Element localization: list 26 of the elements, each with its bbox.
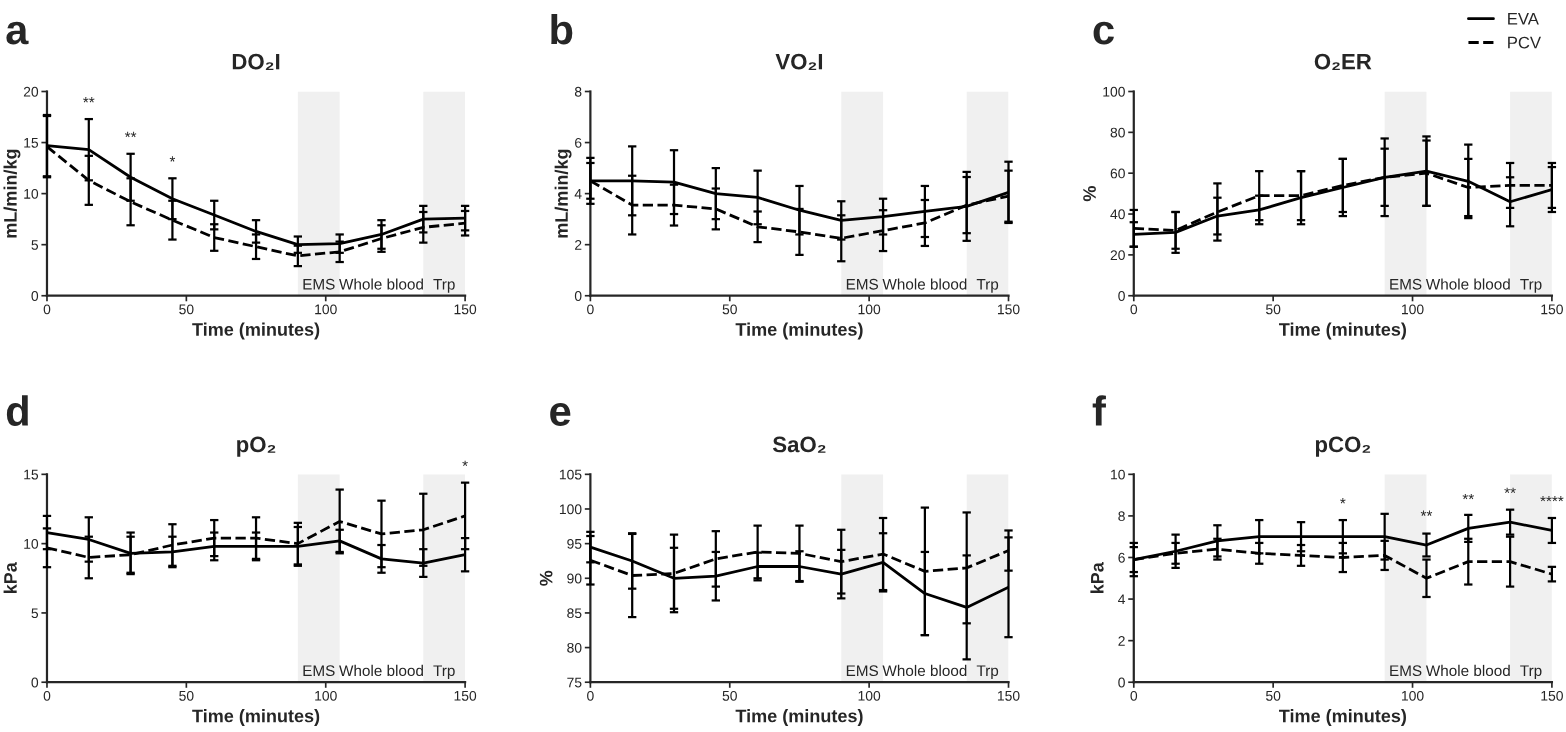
chart-title: DO₂I	[232, 53, 280, 70]
chart-title: VO₂I	[775, 53, 823, 70]
chart-title: pCO₂	[1315, 436, 1371, 457]
chart-title: pO₂	[237, 436, 276, 457]
text: d	[6, 395, 28, 426]
y-axis-title: %	[539, 570, 553, 586]
legend-label: EVA	[1508, 13, 1539, 25]
x-axis-title: Time (minutes)	[1279, 322, 1406, 340]
y-axis-title: kPa	[1090, 562, 1104, 594]
text: a	[6, 21, 29, 45]
x-axis-title: Time (minutes)	[735, 322, 863, 340]
text: f	[1092, 395, 1106, 426]
x-axis-title: Time (minutes)	[1279, 709, 1406, 726]
legend-label: PCV	[1508, 36, 1541, 49]
y-axis-title: %	[1083, 186, 1096, 202]
text: e	[550, 403, 571, 426]
x-axis-title: Time (minutes)	[192, 709, 320, 726]
y-axis-title: mL/min/kg	[554, 149, 572, 238]
x-axis-title: Time (minutes)	[192, 322, 320, 340]
text: b	[551, 13, 573, 45]
y-axis-title: kPa	[3, 562, 17, 594]
text: c	[1093, 21, 1114, 45]
x-axis-title: Time (minutes)	[735, 709, 863, 726]
chart-title: SaO₂	[772, 436, 826, 453]
chart-title: O₂ER	[1314, 53, 1372, 70]
y-axis-title: mL/min/kg	[3, 149, 21, 238]
